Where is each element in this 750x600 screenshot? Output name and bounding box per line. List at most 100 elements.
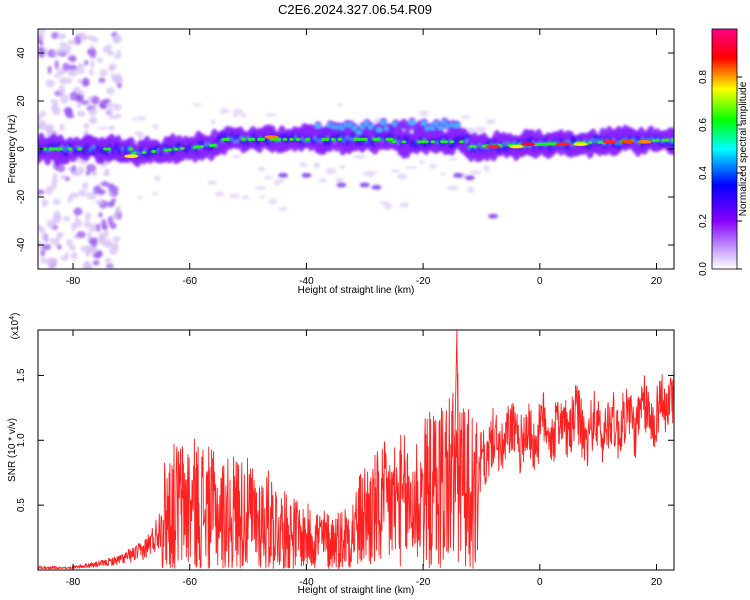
speckle	[467, 186, 475, 194]
x-tick-label: -40	[299, 276, 314, 287]
speckle	[258, 165, 266, 172]
speckle	[486, 118, 496, 125]
ridge-core	[199, 144, 205, 149]
speckle	[378, 200, 390, 205]
ridge-upper-core	[453, 123, 460, 128]
speckle	[65, 50, 71, 55]
speckle	[80, 245, 86, 253]
ridge-core	[131, 151, 137, 156]
speckle	[71, 222, 77, 232]
hot-spot	[521, 142, 536, 146]
spectrogram-image	[38, 29, 674, 269]
speckle	[58, 85, 66, 95]
ridge-core	[77, 147, 83, 151]
speckle	[111, 214, 119, 220]
speckle	[45, 124, 54, 130]
speckle	[110, 73, 115, 79]
speckle	[113, 103, 122, 111]
ridge-core	[276, 137, 282, 141]
speckle	[96, 57, 104, 63]
ridge-upper-core	[421, 121, 428, 126]
speckle	[66, 239, 73, 247]
colorbar-tick-label: 0.4	[698, 166, 709, 180]
side-blob	[464, 175, 475, 181]
hot-spot	[637, 140, 652, 144]
ridge-core	[224, 137, 230, 141]
speckle	[98, 77, 106, 84]
speckle	[38, 119, 47, 130]
speckle	[418, 160, 425, 164]
speckle	[467, 127, 475, 134]
speckle	[53, 210, 61, 221]
speckle	[259, 195, 265, 199]
speckle	[52, 172, 58, 180]
speckle	[59, 93, 69, 104]
speckle	[97, 126, 109, 130]
speckle	[429, 163, 437, 169]
colorbar: 0.0 0.2 0.4 0.6 0.8 Normalized spectral ampl…	[698, 28, 749, 276]
colorbar-label: Normalized spectral amplitude	[738, 81, 749, 216]
ridge-core	[282, 137, 288, 141]
speckle	[325, 167, 337, 175]
speckle	[93, 103, 98, 109]
snr-peak	[454, 330, 460, 493]
colorbar-tick-label: 0.2	[698, 214, 709, 228]
speckle	[105, 257, 112, 265]
speckle	[53, 49, 58, 59]
speckle	[56, 33, 67, 40]
hot-spot	[556, 142, 571, 146]
ridge-core	[128, 147, 134, 151]
speckle	[88, 116, 98, 125]
speckle	[59, 77, 67, 85]
speckle	[363, 171, 372, 176]
speckle	[483, 164, 490, 172]
speckle	[446, 185, 459, 191]
y-tick-label: -20	[16, 189, 27, 204]
ridge-core	[260, 137, 266, 141]
speckle	[207, 180, 218, 185]
ridge-core	[654, 138, 660, 143]
x-tick-label: -80	[66, 276, 81, 287]
speckle	[88, 223, 98, 233]
speckle	[108, 66, 114, 72]
ridge-core	[430, 140, 436, 144]
snr-xlabel: Height of straight line (km)	[298, 585, 415, 596]
ridge-core	[106, 147, 112, 151]
hot-spot	[602, 140, 617, 144]
speckle	[396, 173, 408, 180]
hot-spot	[509, 144, 524, 149]
speckle	[383, 203, 393, 210]
speckle	[67, 195, 73, 203]
speckle	[101, 180, 109, 187]
hot-spot	[264, 135, 279, 139]
speckle	[101, 218, 107, 229]
x-tick-label: 20	[651, 276, 663, 287]
speckle	[95, 249, 103, 258]
x-tick-label: -60	[182, 577, 197, 588]
speckle	[219, 107, 230, 115]
ridge-upper-core	[376, 127, 383, 132]
speckle	[448, 157, 458, 161]
snr-ylabel: SNR (10 * v/v)	[7, 418, 18, 482]
ridge-core	[212, 143, 218, 147]
speckle	[98, 188, 105, 196]
speckle	[38, 29, 46, 34]
x-tick-label: 0	[537, 276, 543, 287]
speckle	[43, 200, 49, 205]
speckle	[405, 166, 418, 170]
speckle	[214, 191, 225, 197]
colorbar-ticks: 0.0 0.2 0.4 0.6 0.8	[698, 70, 742, 276]
ridge-core	[41, 147, 47, 151]
speckle	[75, 94, 85, 103]
speckle	[73, 207, 83, 216]
speckle	[84, 248, 91, 258]
ridge-core	[305, 137, 311, 141]
y-tick-label: -40	[16, 237, 27, 252]
x-tick-label: 20	[651, 577, 663, 588]
y-tick-label: 1.5	[16, 368, 27, 382]
speckle	[76, 102, 82, 108]
ridge-core	[459, 140, 465, 144]
y-tick-label: 0	[16, 146, 27, 152]
speckle	[240, 113, 247, 118]
ridge-core	[167, 148, 173, 152]
